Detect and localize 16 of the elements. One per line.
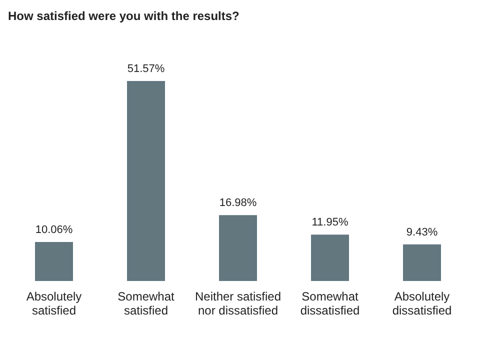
x-tick-label: Absolutely satisfied [26,290,82,318]
bar [311,234,349,281]
x-tick-label: Absolutely dissatisfied [392,290,452,318]
bar [403,244,441,281]
data-label: 9.43% [406,226,438,238]
x-tick-label: Somewhat satisfied [118,290,176,318]
chart-title: How satisfied were you with the results? [8,9,240,23]
bar [35,242,73,281]
x-tick-label: Neither satisfied nor dissatisfied [194,290,282,318]
bar [127,81,165,281]
data-label: 51.57% [127,63,165,75]
bar [219,215,257,281]
data-label: 11.95% [312,216,348,229]
data-label: 10.06% [35,224,73,236]
x-tick-label: Somewhat dissatisfied [300,290,360,318]
data-label: 16.98% [219,197,257,210]
